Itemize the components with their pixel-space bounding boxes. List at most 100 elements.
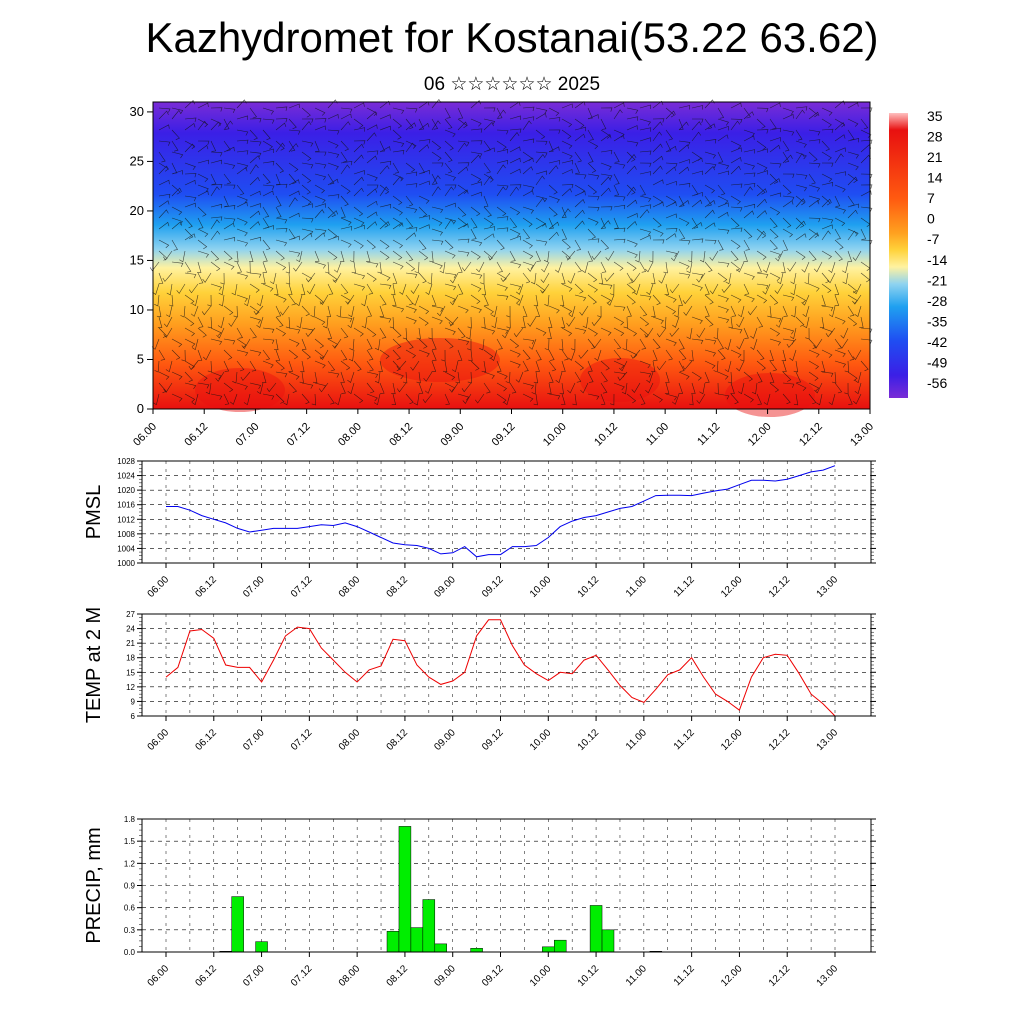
wind-barb [184, 99, 195, 109]
wind-barb [847, 162, 859, 171]
wind-barb [217, 316, 225, 329]
wind-barb [671, 393, 680, 405]
wind-barb [262, 190, 274, 197]
wind-barb [353, 360, 362, 372]
wind-barb [827, 272, 836, 284]
wind-barb [366, 283, 374, 295]
wind-barb [444, 338, 454, 349]
wind-barb [535, 239, 548, 246]
x-tick-label: 07.12 [289, 574, 315, 600]
wind-barb [392, 338, 402, 349]
wind-barb [418, 305, 430, 315]
wind-barb [296, 316, 303, 329]
wind-barb [691, 217, 699, 229]
x-tick-label: 10.00 [528, 727, 554, 753]
wind-barb [487, 250, 498, 261]
y-tick-label: 25 [130, 153, 144, 168]
wind-barb [626, 283, 636, 294]
wind-barb [828, 305, 836, 318]
wind-barb [470, 118, 482, 127]
wind-barb [782, 217, 792, 228]
y-tick-label: 15 [130, 252, 144, 267]
wind-barb [379, 283, 392, 290]
wind-barb [547, 382, 552, 395]
wind-barb [578, 349, 589, 359]
wind-barb [665, 371, 670, 383]
wind-barb [444, 202, 456, 208]
wind-barb [540, 283, 550, 294]
wind-barb [483, 226, 496, 231]
x-tick-label: 09.12 [490, 421, 518, 449]
wind-barb [775, 250, 784, 262]
precip-bar [542, 946, 555, 953]
y-tick-label: 1.5 [124, 837, 136, 846]
wind-barb [301, 305, 311, 316]
wind-barb [821, 118, 832, 128]
wind-barb [853, 283, 862, 295]
wind-barb [158, 140, 171, 146]
wind-barb [658, 272, 667, 284]
wind-barb [808, 232, 820, 241]
wind-barb [587, 206, 600, 212]
colorbar-label: -56 [927, 375, 947, 391]
wind-barb [223, 360, 230, 372]
wind-barb [548, 217, 554, 229]
wind-barb [769, 371, 775, 383]
wind-barb [444, 250, 456, 259]
x-tick-label: 13.00 [815, 963, 841, 989]
wind-barb [353, 102, 365, 109]
wind-barb [600, 118, 607, 130]
precip-bar [554, 939, 567, 953]
wind-barb [721, 283, 732, 294]
wind-barb [821, 162, 834, 167]
wind-barb [743, 162, 755, 170]
wind-barb [639, 104, 651, 110]
wind-barb [288, 143, 299, 153]
wind-barb [256, 382, 264, 395]
wind-barb [379, 186, 389, 197]
wind-barb [664, 382, 670, 394]
wind-barb [418, 215, 431, 220]
wind-barb [327, 327, 333, 339]
wind-barb [444, 162, 453, 174]
wind-barb [301, 107, 311, 118]
wind-barb [808, 199, 820, 208]
wind-barb [275, 162, 285, 173]
wind-barb [530, 272, 537, 285]
wind-barb [535, 349, 542, 361]
wind-barb [860, 129, 872, 138]
wind-barb [854, 305, 862, 317]
wind-barb [429, 250, 434, 263]
wind-barb [444, 272, 457, 279]
wind-barb [566, 316, 576, 327]
wind-barb [197, 118, 209, 128]
wind-barb [567, 382, 576, 394]
wind-barb [821, 305, 834, 312]
wind-barb [379, 382, 385, 394]
wind-barb [743, 172, 756, 177]
wind-barb [769, 144, 781, 153]
wind-barb [184, 162, 196, 170]
wind-barb [483, 382, 491, 394]
wind-barb [366, 338, 373, 350]
wind-barb [795, 382, 807, 391]
wind-barb [496, 382, 508, 392]
wind-barb [691, 121, 702, 131]
wind-barb [457, 250, 470, 257]
wind-barb [156, 305, 162, 318]
wind-barb [847, 173, 858, 184]
wind-barb [275, 183, 288, 189]
wind-barb [319, 349, 329, 361]
wind-barb [587, 228, 597, 239]
x-tick-label: 06.12 [193, 963, 219, 989]
wind-barb [665, 338, 677, 347]
wind-barb [496, 360, 502, 372]
wind-barb [591, 250, 602, 261]
wind-barb [379, 349, 390, 359]
wind-barb [166, 283, 173, 296]
wind-barb [366, 239, 376, 250]
wind-barb [314, 195, 326, 204]
wind-barb [582, 316, 589, 329]
wind-barb [704, 200, 716, 208]
wind-barb [713, 360, 719, 373]
